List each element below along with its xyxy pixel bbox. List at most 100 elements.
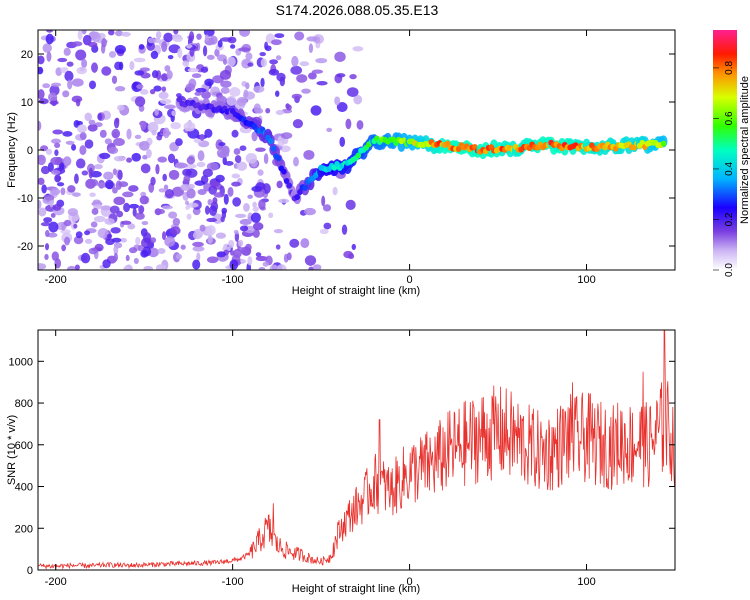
- spectrogram-noise-cell: [276, 264, 287, 270]
- snr-series-line: [38, 330, 675, 570]
- spectrogram-noise-cell: [186, 202, 199, 208]
- spectrogram-noise-cell: [220, 216, 225, 223]
- spectrogram-noise-cell: [202, 168, 214, 178]
- spectrogram-noise-cell: [299, 61, 310, 67]
- spectrogram-noise-cell: [72, 192, 81, 197]
- spectrogram-noise-cell: [252, 201, 257, 208]
- spectrogram-signal-cell: [267, 138, 274, 145]
- spectrogram-noise-cell: [290, 65, 303, 75]
- spectrogram-noise-cell: [81, 170, 89, 176]
- spectrogram-signal-cell: [302, 184, 308, 191]
- spectrogram-noise-cell: [75, 98, 81, 107]
- x-tick-label: -200: [45, 274, 67, 286]
- spectrogram-noise-cell: [131, 152, 142, 162]
- spectrogram-noise-cell: [351, 243, 356, 251]
- spectrogram-noise-cell: [301, 88, 311, 94]
- spectrogram-noise-cell: [323, 222, 332, 230]
- spectrogram-noise-cell: [336, 102, 348, 113]
- spectrogram-noise-cell: [224, 161, 234, 166]
- spectrogram-noise-cell: [56, 175, 62, 182]
- spectrogram-noise-cell: [38, 199, 42, 209]
- spectrogram-noise-cell: [180, 183, 191, 191]
- spectrogram-noise-cell: [43, 217, 53, 223]
- spectrogram-noise-cell: [84, 139, 94, 149]
- y-tick-label: 200: [15, 523, 33, 535]
- spectrogram-noise-cell: [245, 243, 252, 251]
- y-tick-label: 400: [15, 482, 33, 494]
- spectrogram-noise-cell: [107, 30, 115, 36]
- spectrogram-noise-cell: [158, 91, 169, 100]
- spectrogram-noise-cell: [185, 163, 197, 169]
- spectrogram-noise-cell: [50, 82, 62, 87]
- spectrogram-noise-cell: [168, 169, 180, 180]
- spectrogram-noise-cell: [63, 47, 71, 56]
- colorbar-tick-label: 0.0: [724, 263, 735, 277]
- spectrogram-noise-cell: [196, 33, 202, 40]
- spectrogram-noise-cell: [75, 158, 86, 169]
- spectrogram-noise-cell: [197, 150, 205, 162]
- spectrogram-noise-cell: [197, 189, 207, 195]
- spectrogram-noise-cell: [345, 199, 356, 211]
- spectrogram-noise-cell: [258, 199, 266, 210]
- spectrogram-noise-cell: [118, 181, 129, 188]
- spectrogram-noise-cell: [204, 128, 213, 138]
- x-tick-label: -100: [222, 274, 244, 286]
- spectrogram-noise-cell: [157, 247, 166, 255]
- spectrogram-noise-cell: [87, 41, 98, 48]
- snr-y-ticks: 0 200 400 600 800 1000: [9, 356, 675, 577]
- spectrogram-noise-cell: [214, 48, 220, 57]
- spectrogram-noise-cell: [199, 133, 205, 142]
- spectrogram-noise-cell: [294, 31, 305, 41]
- colorbar-tick-label: 0.2: [724, 212, 735, 226]
- spectrogram-noise-cell: [230, 44, 236, 49]
- spectrogram-noise-cell: [215, 174, 225, 183]
- spectrogram-noise-cell: [122, 191, 134, 198]
- spectrogram-noise-cell: [38, 55, 45, 65]
- spectrogram-noise-cell: [227, 36, 237, 44]
- spectrogram-noise-cell: [112, 168, 117, 175]
- spectrogram-signal-cell: [444, 140, 451, 147]
- spectrogram-noise-cell: [113, 252, 118, 262]
- spectrogram-noise-cell: [129, 247, 138, 254]
- spectrogram-noise-cell: [151, 130, 157, 136]
- spectrogram-noise-cell: [129, 60, 135, 71]
- spectrogram-noise-cell: [91, 208, 99, 215]
- spectrogram-noise-cell: [160, 98, 172, 105]
- spectrogram-noise-cell: [101, 37, 107, 48]
- spectrogram-signal-cell: [355, 152, 362, 159]
- spectrogram-noise-cell: [142, 154, 148, 160]
- spectrogram-noise-cell: [38, 207, 47, 217]
- spectrogram-noise-cell: [292, 118, 304, 129]
- spectrogram-noise-cell: [150, 176, 156, 186]
- spectrogram-image: [38, 30, 668, 270]
- spectrogram-noise-cell: [136, 84, 144, 90]
- spectrogram-noise-cell: [56, 182, 65, 187]
- spectrogram-noise-cell: [117, 104, 125, 111]
- spectrogram-noise-cell: [104, 138, 112, 145]
- spectrogram-noise-cell: [81, 30, 87, 35]
- spectrogram-noise-cell: [88, 167, 94, 179]
- spectrogram-noise-cell: [67, 79, 73, 90]
- spectrogram-noise-cell: [221, 207, 228, 214]
- spectrogram-noise-cell: [115, 117, 120, 124]
- spectrogram-noise-cell: [77, 30, 83, 41]
- spectrogram-noise-cell: [84, 238, 93, 244]
- spectrogram-noise-cell: [172, 217, 181, 226]
- spectrogram-noise-cell: [219, 69, 232, 80]
- spectrogram-noise-cell: [278, 198, 290, 204]
- spectrogram-noise-cell: [353, 94, 363, 105]
- spectrogram-noise-cell: [73, 223, 78, 229]
- spectrogram-noise-cell: [251, 131, 258, 142]
- spectrogram-noise-cell: [171, 186, 184, 197]
- spectrogram-noise-cell: [321, 195, 326, 207]
- spectrogram-noise-cell: [269, 59, 279, 65]
- spectrogram-noise-cell: [128, 203, 140, 209]
- spectrogram-noise-cell: [280, 132, 293, 139]
- spectrogram-noise-cell: [63, 219, 72, 227]
- spectrogram-noise-cell: [343, 250, 354, 259]
- spectrogram-noise-cell: [64, 70, 74, 82]
- spectrogram-noise-cell: [247, 256, 253, 266]
- spectrogram-noise-cell: [255, 255, 268, 262]
- colorbar-tick-label: 0.4: [724, 162, 735, 176]
- spectrogram-noise-cell: [155, 31, 162, 39]
